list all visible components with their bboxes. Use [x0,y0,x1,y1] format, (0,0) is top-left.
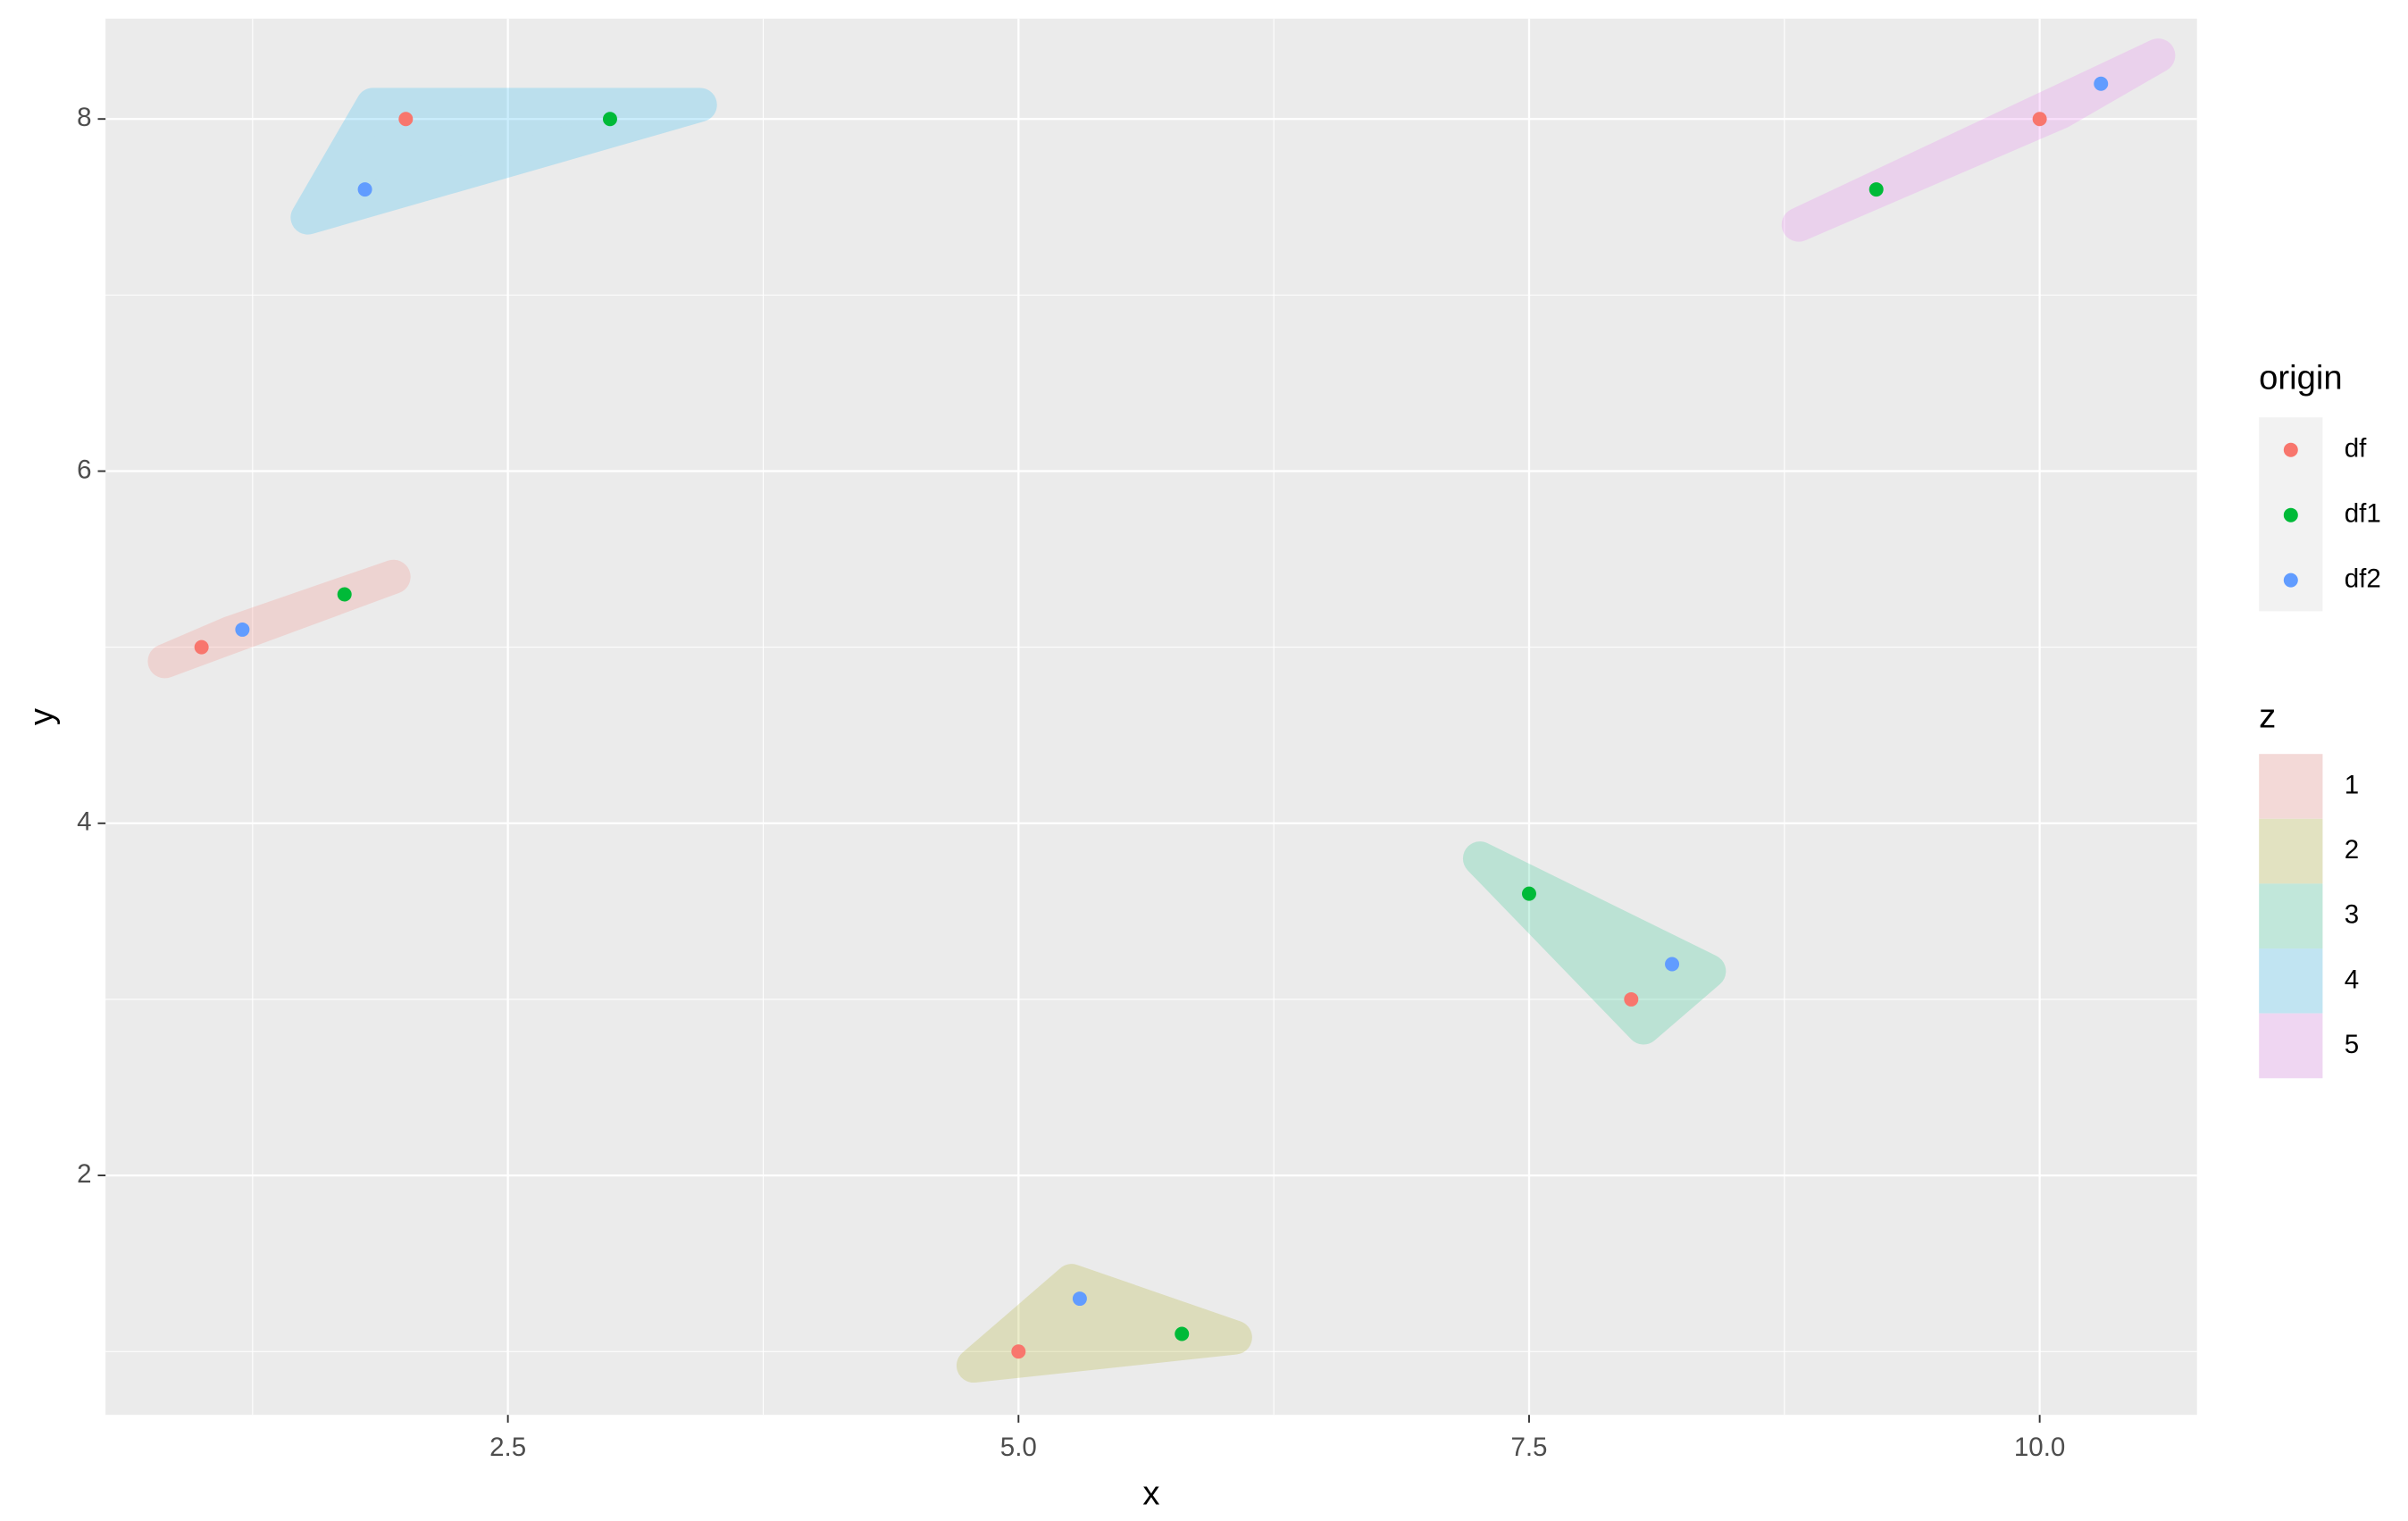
legend-key [2259,883,2323,949]
x-tick-label: 10.0 [2014,1433,2065,1462]
legend-key-bg [2259,754,2323,819]
legend-title: origin [2259,359,2342,397]
legend-key [2283,507,2298,522]
legend-key [2259,1013,2323,1079]
point [1869,182,1884,197]
point [1175,1326,1190,1341]
point [1521,886,1536,901]
y-tick-label: 8 [77,103,91,132]
axes: 2.5 5.0 7.5 10.0 2 4 6 8 [77,103,2065,1462]
legend-key-bg [2259,1013,2323,1079]
legend-title: z [2259,697,2276,735]
point [235,622,250,637]
legend-label: df1 [2345,498,2381,528]
legend-label: df2 [2345,564,2381,593]
hull [1462,841,1727,1045]
legend-label: 5 [2345,1030,2359,1059]
point [337,587,352,602]
grid [105,18,2197,1416]
legend-key [2259,818,2323,884]
point [194,639,209,655]
hull [956,1264,1252,1383]
legend-key [2259,949,2323,1014]
legend-key [2283,572,2298,588]
hull [290,88,717,235]
legend-label: 4 [2345,965,2359,994]
point [1624,991,1639,1007]
legend-label: 3 [2345,900,2359,930]
hull [1781,38,2176,242]
y-tick-label: 6 [77,455,91,484]
point [2032,112,2047,127]
legend-key-bg [2259,883,2323,949]
point [1072,1291,1087,1307]
points [194,76,2109,1359]
point [398,112,414,127]
legend-label: 1 [2345,770,2359,799]
x-tick-label: 7.5 [1510,1433,1547,1462]
panel [105,18,2197,1416]
point [357,182,372,197]
x-axis-title: x [1142,1475,1159,1513]
legend-key [2259,754,2323,819]
legend-label: 2 [2345,835,2359,865]
point [1665,957,1680,972]
legend-label: df [2345,434,2367,464]
legend-key-bg [2259,949,2323,1014]
x-tick-label: 2.5 [489,1433,526,1462]
legend-key-bg [2259,818,2323,884]
y-tick-label: 2 [77,1159,91,1189]
point [1011,1344,1026,1359]
x-tick-label: 5.0 [1000,1433,1037,1462]
legend: origin df df1 df2 z 1 2 3 4 5 [2259,359,2381,1079]
y-axis-title: y [22,707,61,725]
point [2094,76,2109,91]
y-tick-label: 4 [77,807,91,837]
point [602,112,617,127]
legend-key [2283,442,2298,457]
